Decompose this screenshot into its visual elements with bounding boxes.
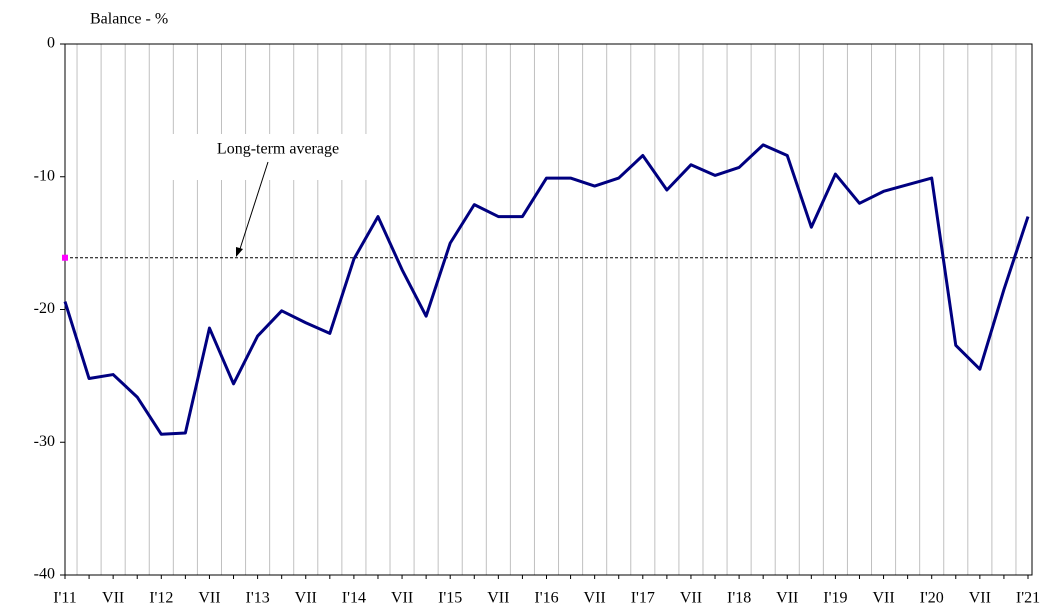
x-tick-label: VII: [391, 590, 413, 607]
x-tick-label: I'19: [823, 590, 847, 607]
x-tick-label: VII: [102, 590, 124, 607]
y-tick-label: 0: [47, 35, 55, 52]
y-axis-label: Balance - %: [90, 11, 168, 28]
x-tick-label: VII: [680, 590, 702, 607]
x-tick-label: VII: [872, 590, 894, 607]
x-tick-label: I'20: [920, 590, 944, 607]
x-tick-label: VII: [198, 590, 220, 607]
x-tick-label: VII: [295, 590, 317, 607]
y-tick-label: -10: [34, 167, 55, 184]
x-tick-label: VII: [776, 590, 798, 607]
x-tick-label: I'11: [53, 590, 77, 607]
plot-frame: [64, 43, 1033, 576]
x-tick-label: I'17: [631, 590, 655, 607]
x-tick-label: I'15: [438, 590, 462, 607]
x-tick-label: VII: [969, 590, 991, 607]
y-tick-label: -30: [34, 433, 55, 450]
series-line: [63, 143, 1030, 436]
arrow-head: [236, 247, 243, 257]
x-tick-label: I'14: [342, 590, 366, 607]
x-tick-label: VII: [487, 590, 509, 607]
annotation-box: [172, 134, 384, 180]
x-tick-label: I'18: [727, 590, 751, 607]
x-tick-label: VII: [584, 590, 606, 607]
average-marker: [62, 254, 68, 261]
x-tick-label: I'16: [534, 590, 558, 607]
x-tick-label: I'13: [245, 590, 269, 607]
plot: 0 -10 -20 -30 -40 I'11 VII I'12 VII I'13 VII I'14 VI…: [34, 35, 1040, 607]
y-tick-label: -40: [34, 566, 55, 583]
grid: [76, 44, 1017, 575]
y-tick-label: -20: [34, 300, 55, 317]
annotation-arrow: [238, 161, 269, 253]
x-tick-label: I'12: [149, 590, 173, 607]
annotation: Long-term average: [217, 141, 339, 158]
x-tick-label: I'21: [1016, 590, 1040, 607]
